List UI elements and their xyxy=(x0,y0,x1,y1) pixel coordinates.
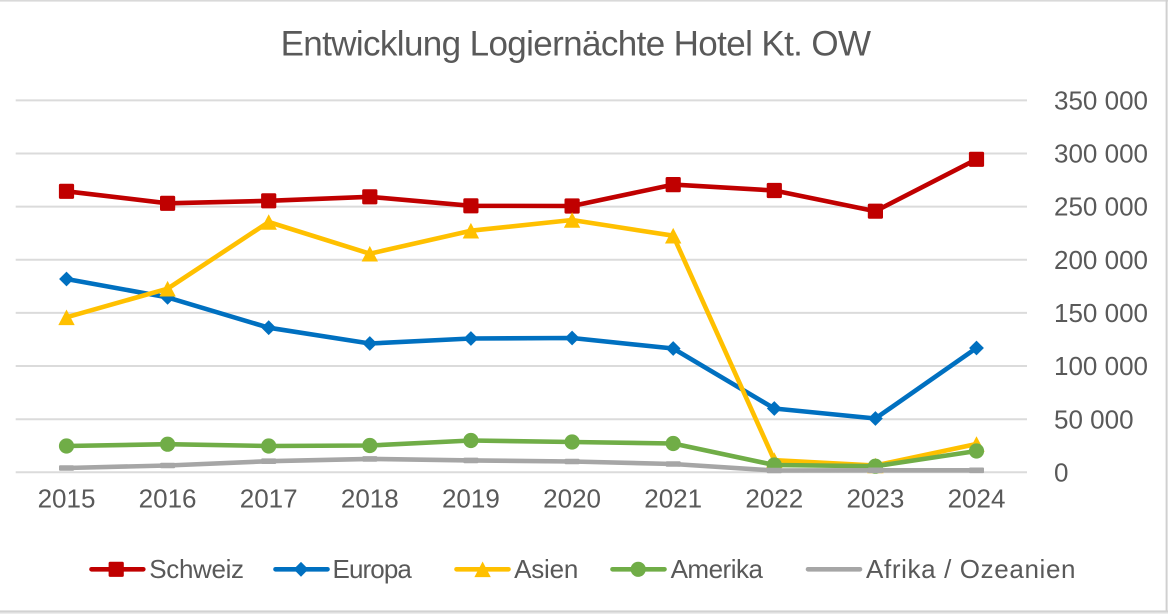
svg-text:2024: 2024 xyxy=(948,484,1006,514)
svg-text:2017: 2017 xyxy=(240,484,298,514)
svg-text:Europa: Europa xyxy=(333,554,413,584)
svg-text:2023: 2023 xyxy=(846,484,904,514)
svg-text:Schweiz: Schweiz xyxy=(149,554,243,584)
svg-text:2022: 2022 xyxy=(745,484,803,514)
svg-text:2020: 2020 xyxy=(543,484,601,514)
svg-text:300 000: 300 000 xyxy=(1054,139,1148,169)
svg-text:Afrika / Ozeanien: Afrika / Ozeanien xyxy=(866,554,1076,584)
svg-text:100 000: 100 000 xyxy=(1054,351,1148,381)
svg-text:2016: 2016 xyxy=(139,484,197,514)
svg-text:2018: 2018 xyxy=(341,484,399,514)
svg-text:50 000: 50 000 xyxy=(1054,404,1134,434)
svg-text:2019: 2019 xyxy=(442,484,500,514)
svg-text:2021: 2021 xyxy=(644,484,702,514)
svg-text:200 000: 200 000 xyxy=(1054,245,1148,275)
svg-text:0: 0 xyxy=(1054,457,1068,487)
svg-text:Amerika: Amerika xyxy=(671,554,764,584)
svg-text:350 000: 350 000 xyxy=(1054,86,1148,116)
svg-text:250 000: 250 000 xyxy=(1054,192,1148,222)
svg-text:Asien: Asien xyxy=(514,554,578,584)
svg-text:150 000: 150 000 xyxy=(1054,298,1148,328)
svg-text:2015: 2015 xyxy=(38,484,96,514)
svg-text:Entwicklung Logiernächte Hotel: Entwicklung Logiernächte Hotel Kt. OW xyxy=(281,25,871,64)
